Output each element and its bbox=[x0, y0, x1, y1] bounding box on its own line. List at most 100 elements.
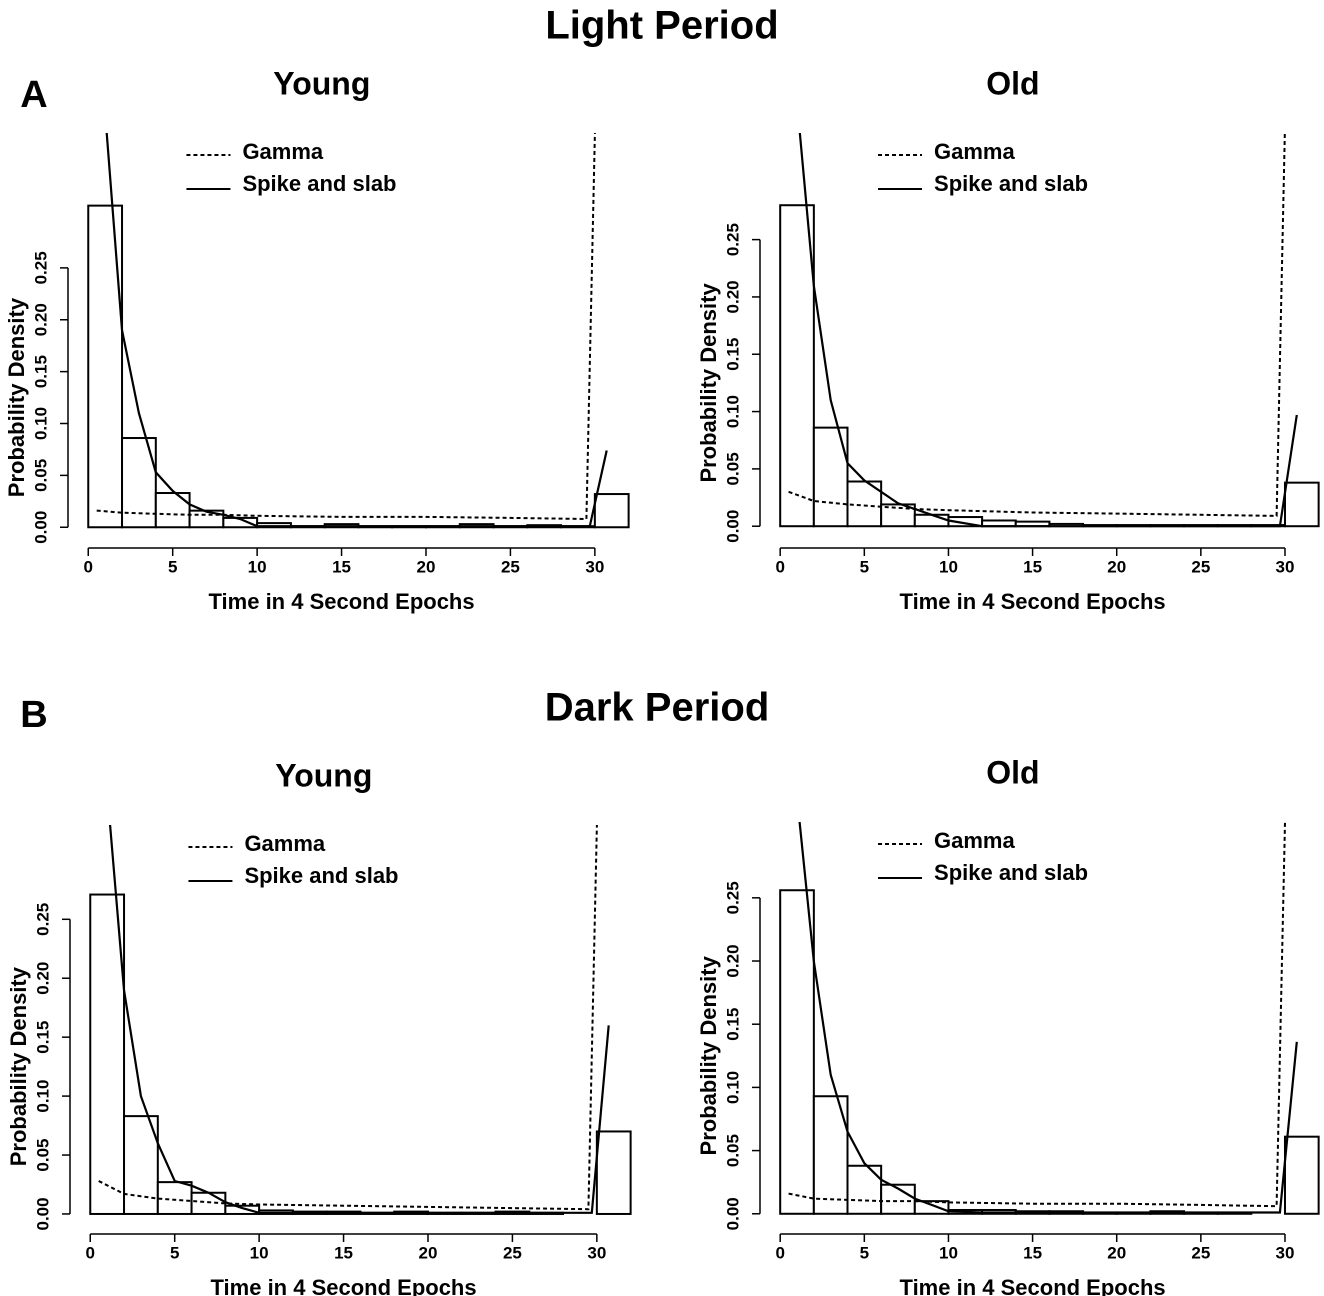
bar bbox=[87, 204, 124, 529]
x-axis-title: Time in 4 Second Epochs bbox=[211, 1275, 477, 1296]
y-tick-label: 0.05 bbox=[723, 452, 742, 485]
y-tick-label: 0.10 bbox=[33, 1080, 52, 1113]
legend-label: Spike and slab bbox=[934, 171, 1088, 196]
y-tick-label: 0.00 bbox=[33, 1197, 52, 1230]
x-tick-label: 10 bbox=[939, 1243, 958, 1262]
x-tick-label: 5 bbox=[860, 1243, 869, 1262]
y-tick-label: 0.10 bbox=[723, 1071, 742, 1104]
x-tick-label: 25 bbox=[503, 1243, 522, 1262]
panel-title: Young bbox=[275, 757, 372, 793]
section-title: Dark Period bbox=[545, 686, 770, 730]
y-axis-title: Probability Density bbox=[4, 297, 29, 497]
panel: Young 0.00 0.05 0.10 0.15 0.20 0.25Probability… bbox=[4, 65, 630, 614]
x-tick-label: 5 bbox=[170, 1243, 179, 1262]
series-line bbox=[105, 133, 608, 528]
series-line bbox=[798, 133, 1298, 528]
y-tick-label: 0.25 bbox=[723, 223, 742, 256]
x-tick-label: 5 bbox=[860, 557, 869, 576]
bar bbox=[913, 513, 950, 528]
x-tick-label: 5 bbox=[168, 557, 177, 576]
x-tick-label: 15 bbox=[334, 1243, 353, 1262]
x-tick-label: 10 bbox=[939, 557, 958, 576]
x-tick-label: 20 bbox=[1107, 557, 1126, 576]
bar bbox=[880, 1183, 916, 1215]
y-tick-label: 0.25 bbox=[723, 881, 742, 914]
y-tick-label: 0.05 bbox=[31, 459, 50, 492]
x-tick-label: 10 bbox=[250, 1243, 269, 1262]
bar bbox=[154, 492, 191, 529]
y-tick-label: 0.15 bbox=[723, 338, 742, 371]
y-tick-label: 0.20 bbox=[723, 280, 742, 313]
x-tick-label: 15 bbox=[332, 557, 351, 576]
legend-label: Spike and slab bbox=[242, 171, 396, 196]
x-tick-label: 20 bbox=[1107, 1243, 1126, 1262]
x-tick-label: 25 bbox=[1191, 1243, 1210, 1262]
y-tick-label: 0.20 bbox=[723, 944, 742, 977]
x-tick-label: 0 bbox=[84, 557, 93, 576]
legend-label: Gamma bbox=[244, 831, 325, 856]
legend-label: Gamma bbox=[934, 139, 1015, 164]
y-tick-label: 0.10 bbox=[31, 407, 50, 440]
bar bbox=[190, 1191, 227, 1215]
x-tick-label: 30 bbox=[1276, 1243, 1295, 1262]
legend-label: Spike and slab bbox=[934, 860, 1088, 885]
x-tick-label: 0 bbox=[775, 1243, 784, 1262]
panel-label: A bbox=[20, 74, 47, 116]
x-tick-label: 30 bbox=[585, 557, 604, 576]
x-axis-title: Time in 4 Second Epochs bbox=[900, 589, 1166, 614]
y-tick-label: 0.15 bbox=[31, 355, 50, 388]
x-tick-label: 10 bbox=[248, 557, 267, 576]
legend-label: Spike and slab bbox=[244, 863, 398, 888]
x-tick-label: 0 bbox=[86, 1243, 95, 1262]
x-tick-label: 15 bbox=[1023, 1243, 1042, 1262]
panel: Old 0.00 0.05 0.10 0.15 0.20 0.25 Probability D… bbox=[696, 65, 1320, 614]
panel: Old 0.00 0.05 0.10 0.15 0.20 0.25 Probability D… bbox=[696, 754, 1320, 1296]
panel: Young 0.00 0.05 0.10 0.15 0.20 0.25 Probability… bbox=[6, 757, 632, 1296]
x-tick-label: 25 bbox=[501, 557, 520, 576]
y-tick-label: 0.25 bbox=[33, 903, 52, 936]
y-tick-label: 0.15 bbox=[33, 1021, 52, 1054]
legend-label: Gamma bbox=[242, 139, 323, 164]
bar bbox=[1283, 1135, 1320, 1215]
y-tick-label: 0.10 bbox=[723, 395, 742, 428]
series-line bbox=[798, 822, 1298, 1214]
section-title: Light Period bbox=[545, 4, 778, 48]
y-tick-label: 0.15 bbox=[723, 1008, 742, 1041]
series-line bbox=[788, 133, 1286, 517]
x-tick-label: 15 bbox=[1023, 557, 1042, 576]
y-tick-label: 0.20 bbox=[33, 962, 52, 995]
panel-label: B bbox=[20, 694, 47, 736]
y-tick-label: 0.00 bbox=[723, 510, 742, 543]
y-axis-title: Probability Density bbox=[6, 966, 31, 1166]
bar bbox=[593, 493, 630, 529]
x-tick-label: 20 bbox=[417, 557, 436, 576]
bar bbox=[779, 204, 815, 528]
bar bbox=[846, 1164, 883, 1215]
bar bbox=[156, 1181, 193, 1215]
x-tick-label: 20 bbox=[419, 1243, 438, 1262]
y-tick-label: 0.00 bbox=[31, 511, 50, 544]
x-tick-label: 0 bbox=[775, 557, 784, 576]
bar bbox=[1283, 481, 1320, 528]
bar bbox=[595, 1130, 632, 1215]
panel-title: Old bbox=[986, 65, 1039, 101]
bar bbox=[779, 889, 815, 1215]
y-tick-label: 0.20 bbox=[31, 303, 50, 336]
y-tick-label: 0.05 bbox=[723, 1134, 742, 1167]
x-axis-title: Time in 4 Second Epochs bbox=[209, 589, 475, 614]
y-tick-label: 0.05 bbox=[33, 1138, 52, 1171]
x-tick-label: 25 bbox=[1191, 557, 1210, 576]
y-axis-title: Probability Density bbox=[696, 955, 721, 1155]
y-tick-label: 0.00 bbox=[723, 1197, 742, 1230]
legend-label: Gamma bbox=[934, 828, 1015, 853]
panel-title: Young bbox=[273, 65, 370, 101]
panel-title: Old bbox=[986, 754, 1039, 790]
series-line bbox=[98, 825, 598, 1211]
bar bbox=[89, 893, 126, 1215]
series-line bbox=[108, 825, 610, 1214]
x-axis-title: Time in 4 Second Epochs bbox=[900, 1275, 1166, 1296]
y-axis-title: Probability Density bbox=[696, 283, 721, 483]
x-tick-label: 30 bbox=[1276, 557, 1295, 576]
x-tick-label: 30 bbox=[587, 1243, 606, 1262]
y-tick-label: 0.25 bbox=[31, 251, 50, 284]
